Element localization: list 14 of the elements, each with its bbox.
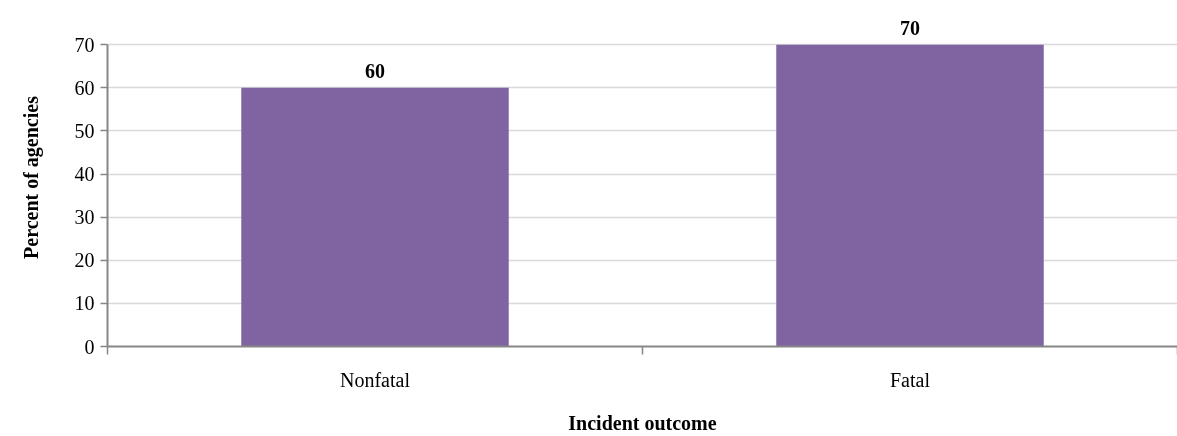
y-tick-label: 30 — [74, 206, 95, 229]
y-tick-label: 10 — [74, 292, 95, 315]
y-axis-title: Percent of agencies — [19, 95, 43, 259]
y-tick-label: 0 — [84, 335, 95, 358]
x-axis-title: Incident outcome — [568, 411, 717, 434]
data-label: 70 — [900, 16, 920, 39]
x-tick-label: Nonfatal — [340, 368, 411, 391]
x-tick-label: Fatal — [890, 368, 931, 391]
y-tick-label: 60 — [74, 76, 95, 99]
y-tick-label: 20 — [74, 249, 95, 272]
y-tick-label: 70 — [74, 33, 95, 56]
data-label: 60 — [365, 59, 385, 82]
y-tick-label: 50 — [74, 119, 95, 142]
y-tick-label: 40 — [74, 163, 95, 186]
